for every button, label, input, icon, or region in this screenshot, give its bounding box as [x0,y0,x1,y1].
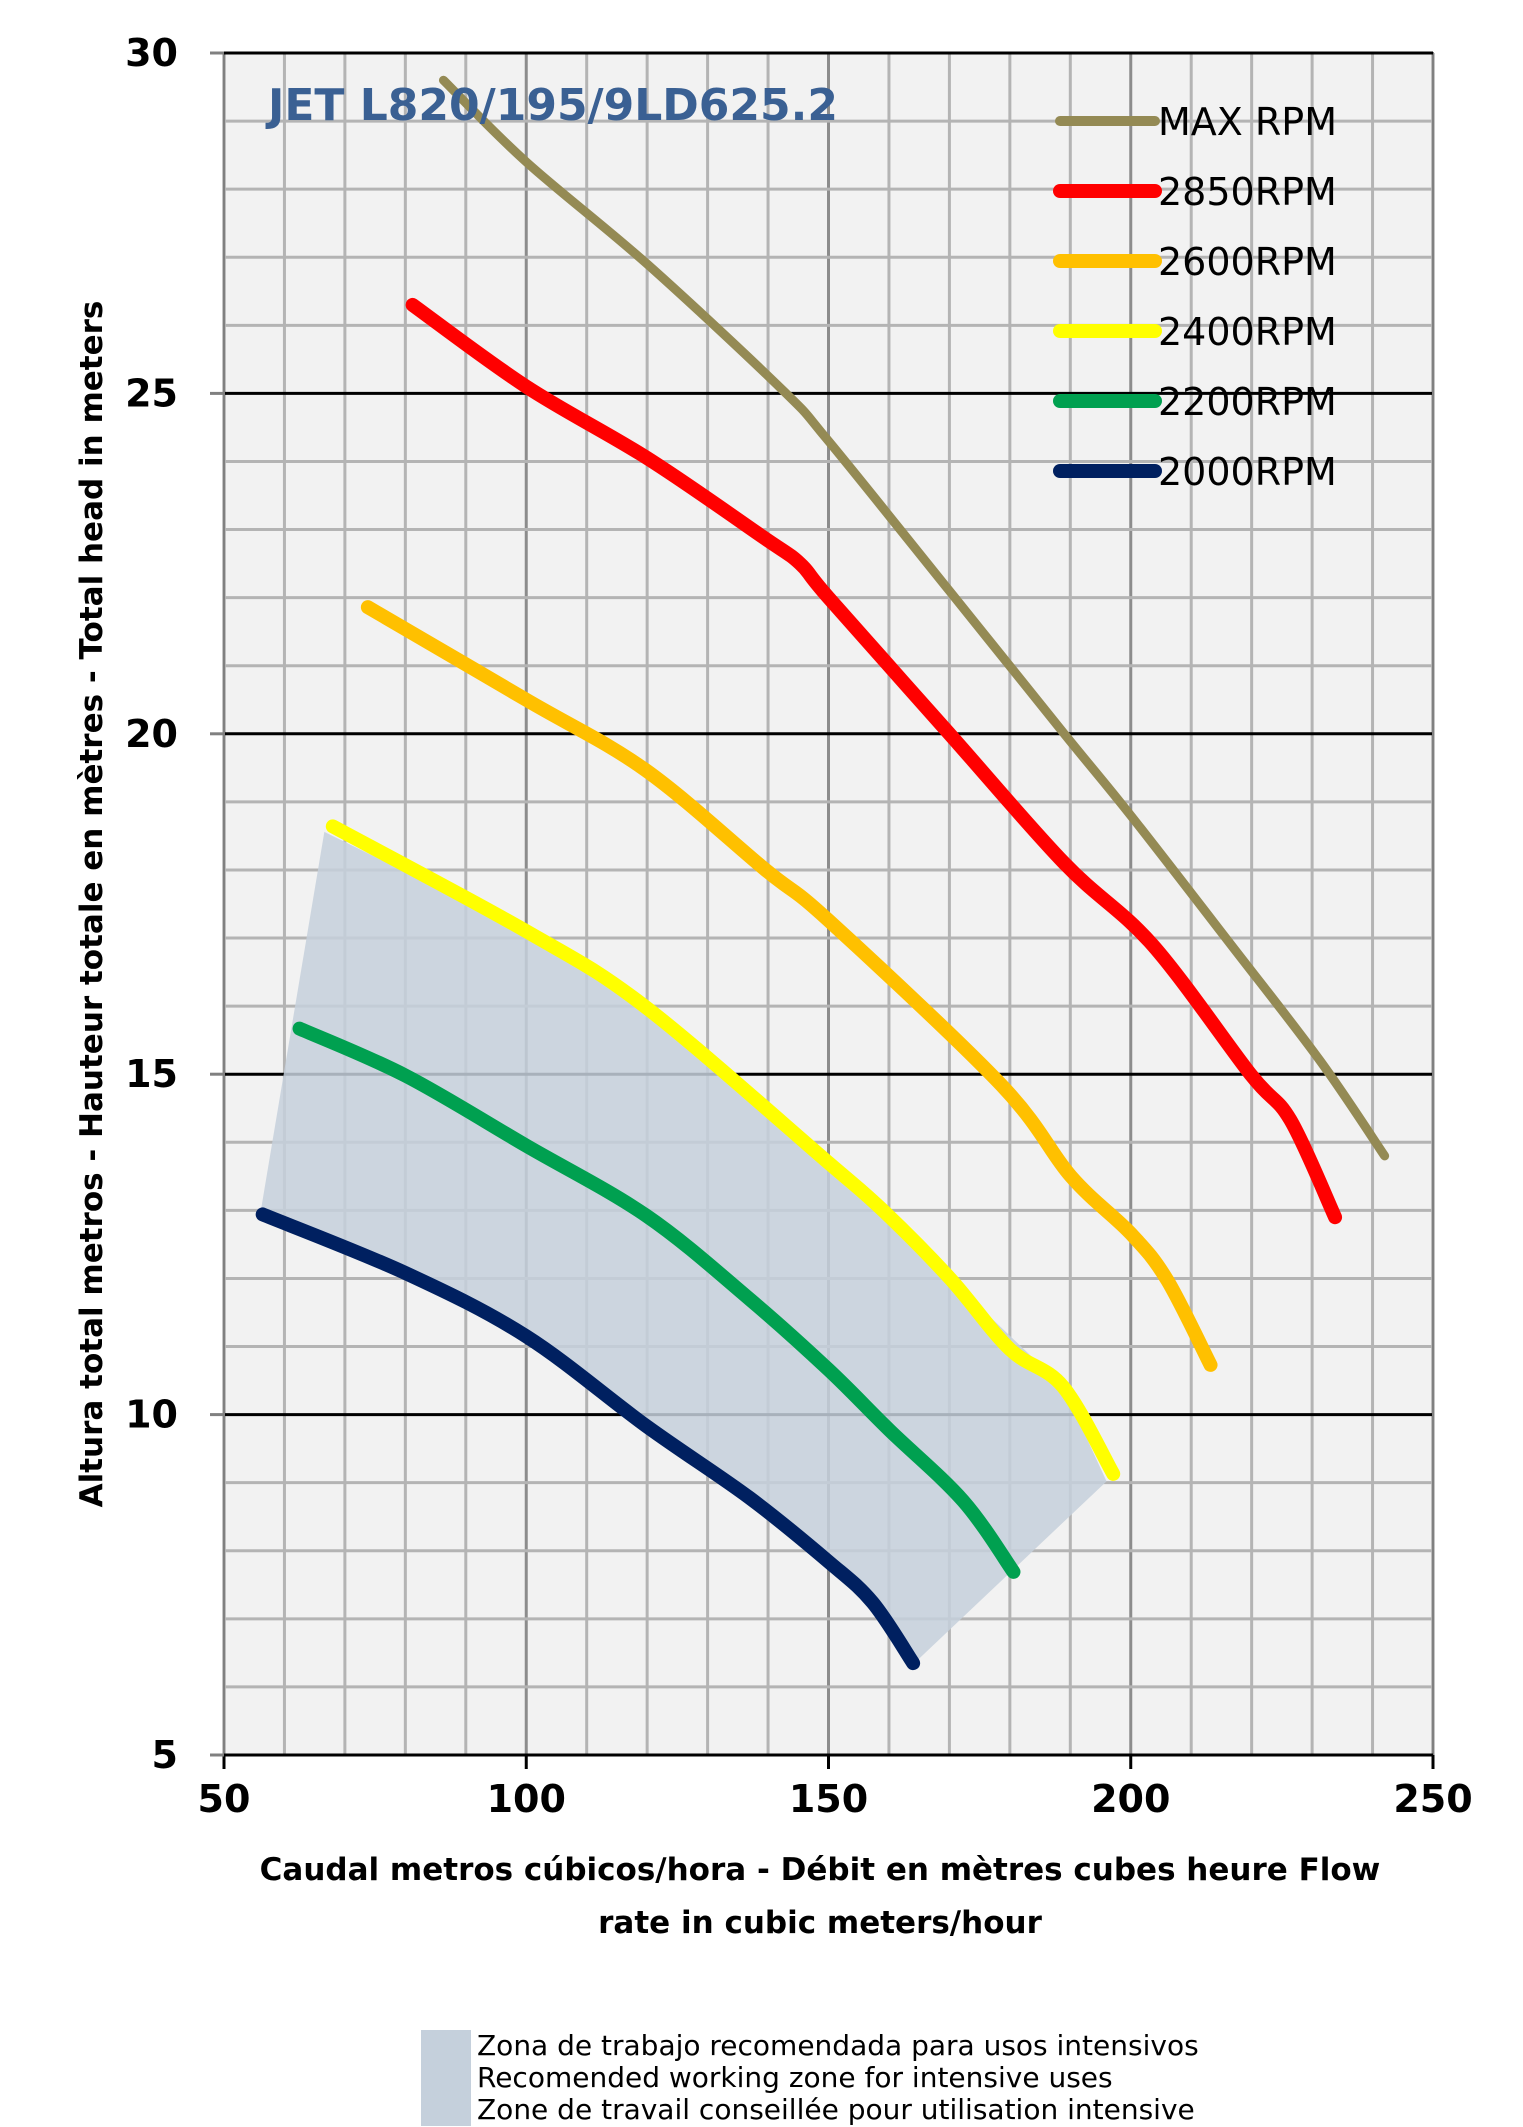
zone-legend-line-en: Recomended working zone for intensive us… [477,2061,1113,2094]
y-tick-label: 25 [125,371,178,415]
zone-legend-swatch [421,2030,471,2126]
series-line-2200rpm [292,1021,1021,1579]
y-tick-label: 30 [125,31,178,75]
y-tick-label: 10 [125,1393,178,1437]
x-axis-title-line-2: rate in cubic meters/hour [598,1905,1042,1941]
zone-legend-text: Zona de trabajo recomendada para usos in… [471,2030,1199,2126]
x-tick-label: 150 [789,1777,868,1821]
x-tick-label: 100 [487,1777,566,1821]
legend-label: 2000RPM [1158,450,1337,494]
legend-label: MAX RPM [1158,100,1337,144]
pump-curve-chart: 50 100 150 200 250 5 10 15 20 25 30 JET L820/195/9… [74,31,1473,1941]
y-tick-label: 15 [125,1052,178,1096]
x-tick-label: 200 [1091,1777,1170,1821]
legend-label: 2200RPM [1158,380,1337,424]
series-line-2000rpm [255,1207,921,1671]
series-line-2600rpm [360,600,1218,1372]
zone-legend-line-fr: Zone de travail conseillée pour utilisat… [477,2093,1195,2126]
tick-labels: 50 100 150 200 250 5 10 15 20 25 30 [125,31,1473,1821]
series-line-2850rpm [405,297,1343,1225]
x-tick-label: 250 [1393,1777,1472,1821]
zone-legend: Zona de trabajo recomendada para usos in… [421,2030,1199,2126]
x-tick-label: 50 [198,1777,251,1821]
x-axis-title-line-1: Caudal metros cúbicos/hora - Débit en mè… [260,1852,1381,1888]
y-tick-label: 5 [152,1733,178,1777]
legend: MAX RPM 2850RPM 2600RPM 2400RPM 2200RPM 2000R… [1053,100,1337,494]
legend-label: 2400RPM [1158,310,1337,354]
legend-label: 2600RPM [1158,240,1337,284]
legend-label: 2850RPM [1158,170,1337,214]
series-line-max-rpm [438,75,1390,1161]
y-tick-label: 20 [125,712,178,756]
zone-legend-line-es: Zona de trabajo recomendada para usos in… [477,2029,1199,2062]
series-lines [255,75,1390,1671]
y-axis-title: Altura total metros - Hauteur totale en … [74,301,110,1508]
series-line-2400rpm [325,819,1121,1481]
chart-title: JET L820/195/9LD625.2 [265,80,838,131]
